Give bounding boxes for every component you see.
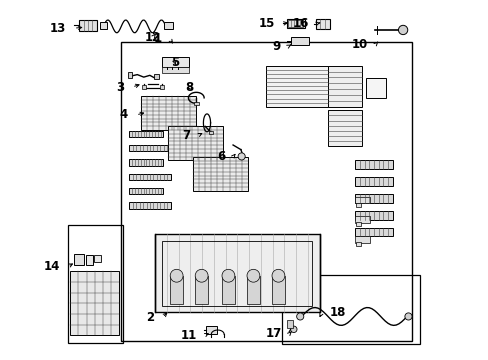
Bar <box>354 194 392 203</box>
Bar <box>74 254 83 265</box>
Text: 11: 11 <box>180 329 196 342</box>
Text: 8: 8 <box>185 81 194 94</box>
Circle shape <box>195 269 207 282</box>
Bar <box>128 72 131 78</box>
Text: 18: 18 <box>329 306 345 319</box>
Bar <box>129 188 163 194</box>
Bar <box>170 276 183 304</box>
Text: 1: 1 <box>153 32 162 45</box>
Bar <box>246 276 259 304</box>
Bar <box>129 159 163 166</box>
Text: 12: 12 <box>144 31 161 44</box>
Bar <box>265 66 328 107</box>
Bar <box>287 320 292 328</box>
Circle shape <box>398 25 407 35</box>
Text: 6: 6 <box>217 150 225 163</box>
Bar <box>85 255 93 265</box>
Bar <box>354 228 392 237</box>
Bar <box>365 78 385 98</box>
Text: 13: 13 <box>50 22 66 35</box>
Text: 2: 2 <box>146 311 154 324</box>
Circle shape <box>222 269 234 282</box>
Text: 5: 5 <box>170 55 179 69</box>
Bar <box>141 96 196 130</box>
Bar <box>70 271 119 336</box>
Bar <box>193 102 198 105</box>
Bar <box>162 67 189 73</box>
Bar <box>100 22 107 28</box>
Circle shape <box>290 326 296 333</box>
Bar <box>286 18 304 28</box>
Text: 3: 3 <box>116 81 124 94</box>
Bar <box>356 222 360 226</box>
Bar <box>287 20 303 27</box>
Text: 16: 16 <box>292 17 308 30</box>
Bar <box>328 111 362 146</box>
Text: 9: 9 <box>271 40 280 53</box>
Bar <box>356 203 360 207</box>
Bar <box>129 202 170 208</box>
Bar <box>129 174 170 180</box>
Text: 7: 7 <box>182 129 190 142</box>
Bar <box>142 85 145 89</box>
Circle shape <box>246 269 259 282</box>
Circle shape <box>271 269 285 282</box>
Bar <box>121 42 411 341</box>
Bar <box>167 126 223 160</box>
Text: 17: 17 <box>265 327 281 340</box>
Bar <box>205 327 216 334</box>
Bar <box>222 276 234 304</box>
Bar <box>192 157 247 191</box>
Bar <box>354 177 392 186</box>
Bar <box>290 37 308 45</box>
Bar <box>354 197 369 203</box>
Circle shape <box>238 153 244 160</box>
Text: 4: 4 <box>120 108 128 121</box>
Bar <box>67 225 123 342</box>
Bar <box>354 236 369 243</box>
Bar <box>162 241 312 306</box>
Bar <box>129 145 170 152</box>
Bar <box>208 131 213 134</box>
Text: 10: 10 <box>351 38 367 51</box>
Bar <box>271 276 285 304</box>
Bar <box>80 20 97 31</box>
Bar <box>155 234 319 312</box>
Bar <box>164 22 173 28</box>
Text: 15: 15 <box>258 17 275 30</box>
Circle shape <box>404 313 411 320</box>
Bar <box>354 211 392 220</box>
Bar <box>153 73 159 79</box>
Bar <box>162 57 189 67</box>
Bar <box>195 276 207 304</box>
Bar <box>328 66 362 107</box>
Bar <box>354 160 392 169</box>
Bar <box>282 275 419 344</box>
Text: 14: 14 <box>43 260 60 273</box>
Circle shape <box>296 313 303 320</box>
Bar <box>94 255 101 262</box>
Circle shape <box>170 269 183 282</box>
Bar <box>315 18 329 28</box>
Bar <box>129 131 163 137</box>
Bar <box>356 242 360 246</box>
Bar <box>160 85 163 89</box>
Bar <box>354 216 369 223</box>
